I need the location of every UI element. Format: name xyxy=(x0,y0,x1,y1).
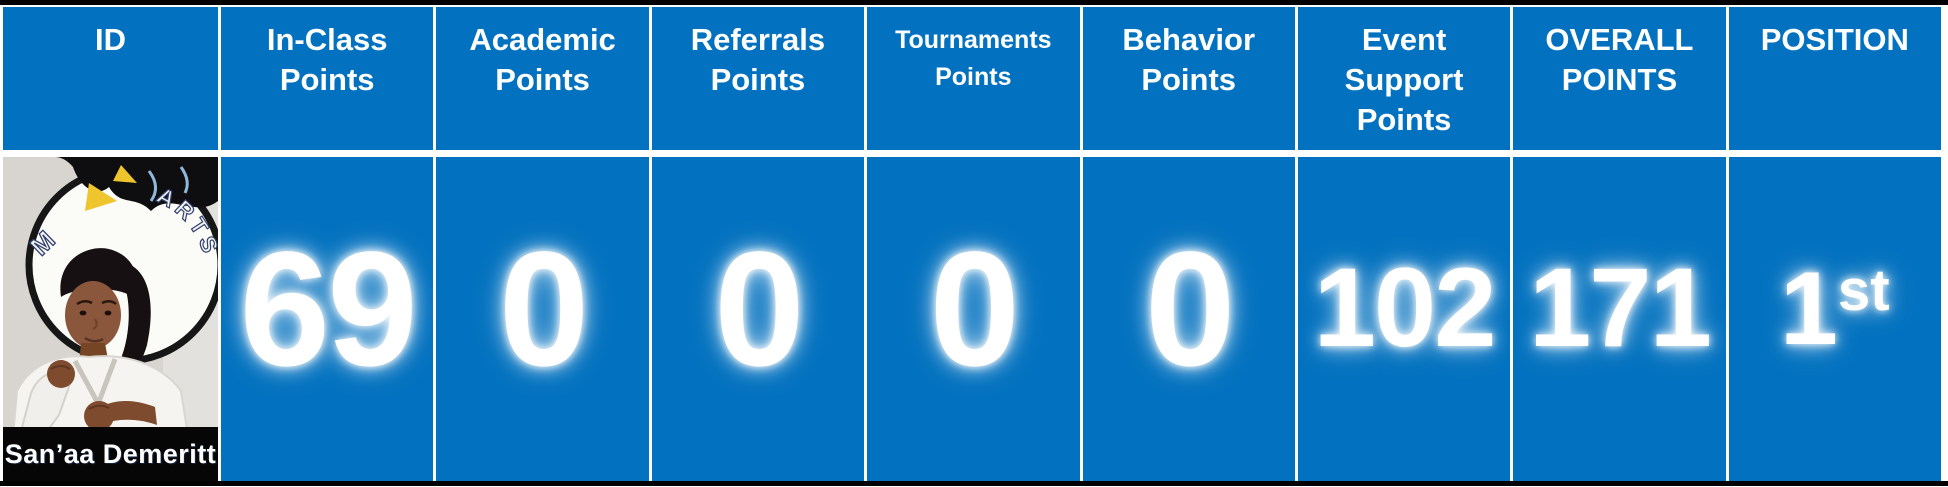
header-label-id: ID xyxy=(95,22,126,57)
header-label-position: POSITION xyxy=(1760,22,1909,57)
cell-overall-points: 171 xyxy=(1513,157,1726,481)
value-event-support-points: 102 xyxy=(1313,244,1497,370)
student-brow-left xyxy=(76,300,93,306)
logo-yellow-accent-2 xyxy=(113,165,137,183)
position-number: 1 xyxy=(1780,250,1838,367)
student-face xyxy=(65,281,121,349)
header-label-line: Points xyxy=(495,62,590,97)
value-in-class-points: 69 xyxy=(239,217,418,400)
value-overall-points: 171 xyxy=(1529,244,1712,370)
header-label-line: OVERALL xyxy=(1545,22,1694,57)
cell-academic-points: 0 xyxy=(436,157,649,481)
student-name-label: San’aa Demeritt xyxy=(4,438,217,469)
logo-blue-streak-2 xyxy=(179,166,189,194)
student-eye-right xyxy=(104,310,112,316)
fist-across-lines xyxy=(88,404,110,410)
value-referrals-points: 0 xyxy=(714,217,805,400)
student-name-plate: San’aa Demeritt xyxy=(3,427,218,481)
student-eye-left xyxy=(79,310,87,316)
logo-blue-streak xyxy=(147,170,157,202)
header-label-line: Academic xyxy=(469,22,616,57)
header-label-line: Points xyxy=(935,63,1012,91)
cell-tournaments-points: 0 xyxy=(867,157,1080,481)
logo-bird-silhouette xyxy=(55,157,218,211)
header-label-line: Behavior xyxy=(1122,22,1256,57)
header-label-line: In-Class xyxy=(266,22,388,57)
fist-finger-lines xyxy=(50,365,71,370)
student-mouth xyxy=(84,336,104,343)
cell-referrals-points: 0 xyxy=(651,157,865,481)
bottom-border xyxy=(0,481,1948,486)
header-label-line: Points xyxy=(279,62,375,97)
header-label-line: POINTS xyxy=(1561,62,1678,97)
header-cell-academic: Academic Points xyxy=(436,7,649,150)
points-table: ID In-Class Points Academic Points Refer… xyxy=(3,7,1941,481)
student-braid xyxy=(119,263,151,375)
cell-behavior-points: 0 xyxy=(1082,157,1295,481)
cell-position: 1st xyxy=(1728,157,1941,481)
header-label-line: Referrals xyxy=(690,22,826,57)
header-cell-tournaments: Tournaments Points xyxy=(867,7,1080,150)
header-label-line: Points xyxy=(1356,102,1452,137)
logo-yellow-accent xyxy=(85,183,117,211)
cell-student-photo: M ART S xyxy=(3,157,218,481)
header-label-line: Event xyxy=(1361,22,1447,57)
header-label-line: Support xyxy=(1344,62,1464,97)
top-border xyxy=(0,0,1948,5)
cell-event-support-points: 102 xyxy=(1297,157,1511,481)
header-cell-behavior: Behavior Points xyxy=(1082,7,1295,150)
header-label-line: Tournaments xyxy=(895,26,1052,54)
cell-in-class-points: 69 xyxy=(221,157,434,481)
header-cell-position: POSITION xyxy=(1728,7,1941,150)
header-label-line: Points xyxy=(1141,62,1237,97)
header-cell-referrals: Referrals Points xyxy=(651,7,865,150)
gi-collar-right xyxy=(94,358,118,408)
value-position: 1st xyxy=(1780,250,1890,369)
value-behavior-points: 0 xyxy=(1144,217,1236,400)
value-academic-points: 0 xyxy=(498,217,590,400)
header-cell-id: ID xyxy=(3,7,218,150)
position-ordinal-suffix: st xyxy=(1837,257,1890,323)
gi-collar-left xyxy=(72,359,103,409)
header-cell-overall: OVERALL POINTS xyxy=(1513,7,1726,150)
header-cell-in-class: In-Class Points xyxy=(221,7,434,150)
student-fist-raised xyxy=(47,360,75,388)
value-tournaments-points: 0 xyxy=(929,217,1020,400)
student-nose xyxy=(92,318,98,330)
student-brow-right xyxy=(101,300,117,306)
header-cell-event-support: Event Support Points xyxy=(1297,7,1511,150)
header-label-line: Points xyxy=(710,62,806,97)
